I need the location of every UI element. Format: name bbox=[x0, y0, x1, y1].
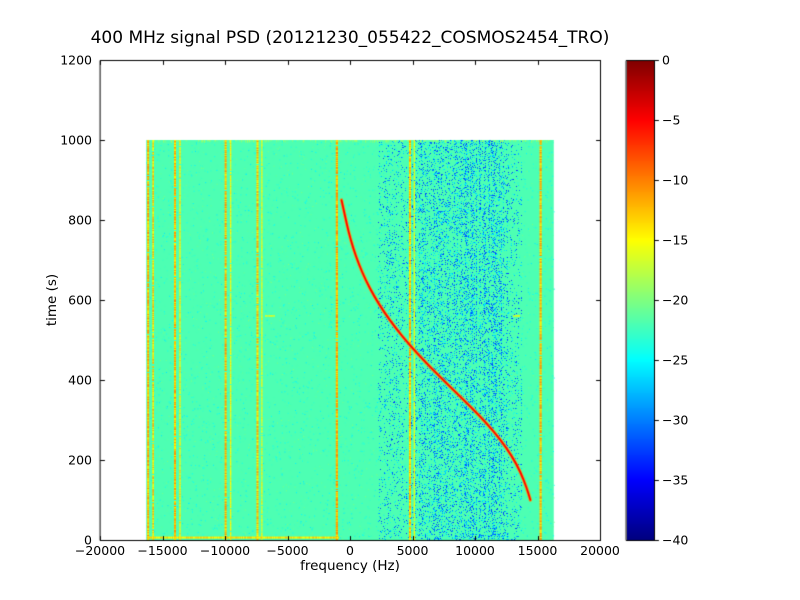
x-tick-label-1: −15000 bbox=[137, 543, 188, 558]
colorbar-tick-label-6: −30 bbox=[662, 412, 689, 428]
x-tick-label-2: −10000 bbox=[199, 543, 251, 558]
y-tick-label-0: 0 bbox=[84, 532, 92, 548]
colorbar-tick-label-4: −20 bbox=[662, 292, 689, 308]
y-tick-label-3: 600 bbox=[68, 292, 92, 308]
y-tick-label-6: 1200 bbox=[60, 52, 92, 68]
colorbar-tick-label-0: 0 bbox=[662, 52, 670, 68]
y-tick-label-2: 400 bbox=[68, 372, 92, 388]
y-tick-label-5: 1000 bbox=[60, 132, 92, 148]
y-tick-label-4: 800 bbox=[68, 212, 92, 228]
colorbar-tick-label-7: −35 bbox=[662, 472, 689, 488]
colorbar-tick-label-8: −40 bbox=[662, 532, 689, 548]
x-tick-label-7: 15000 bbox=[517, 543, 558, 558]
x-tick-label-0: −20000 bbox=[74, 543, 126, 558]
colorbar-tick-label-3: −15 bbox=[662, 232, 689, 248]
x-tick-label-5: 5000 bbox=[396, 543, 429, 558]
x-axis-label: frequency (Hz) bbox=[300, 558, 400, 574]
colorbar-tick-label-1: −5 bbox=[662, 112, 681, 128]
chart-title: 400 MHz signal PSD (20121230_055422_COSM… bbox=[90, 28, 610, 48]
x-tick-label-3: −5000 bbox=[266, 543, 309, 558]
y-tick-label-1: 200 bbox=[68, 452, 92, 468]
colorbar-tick-label-2: −10 bbox=[662, 172, 689, 188]
x-tick-label-4: 0 bbox=[346, 543, 354, 558]
x-tick-label-8: 20000 bbox=[580, 543, 620, 558]
colorbar-tick-label-5: −25 bbox=[662, 352, 689, 368]
x-tick-label-6: 10000 bbox=[455, 543, 495, 558]
